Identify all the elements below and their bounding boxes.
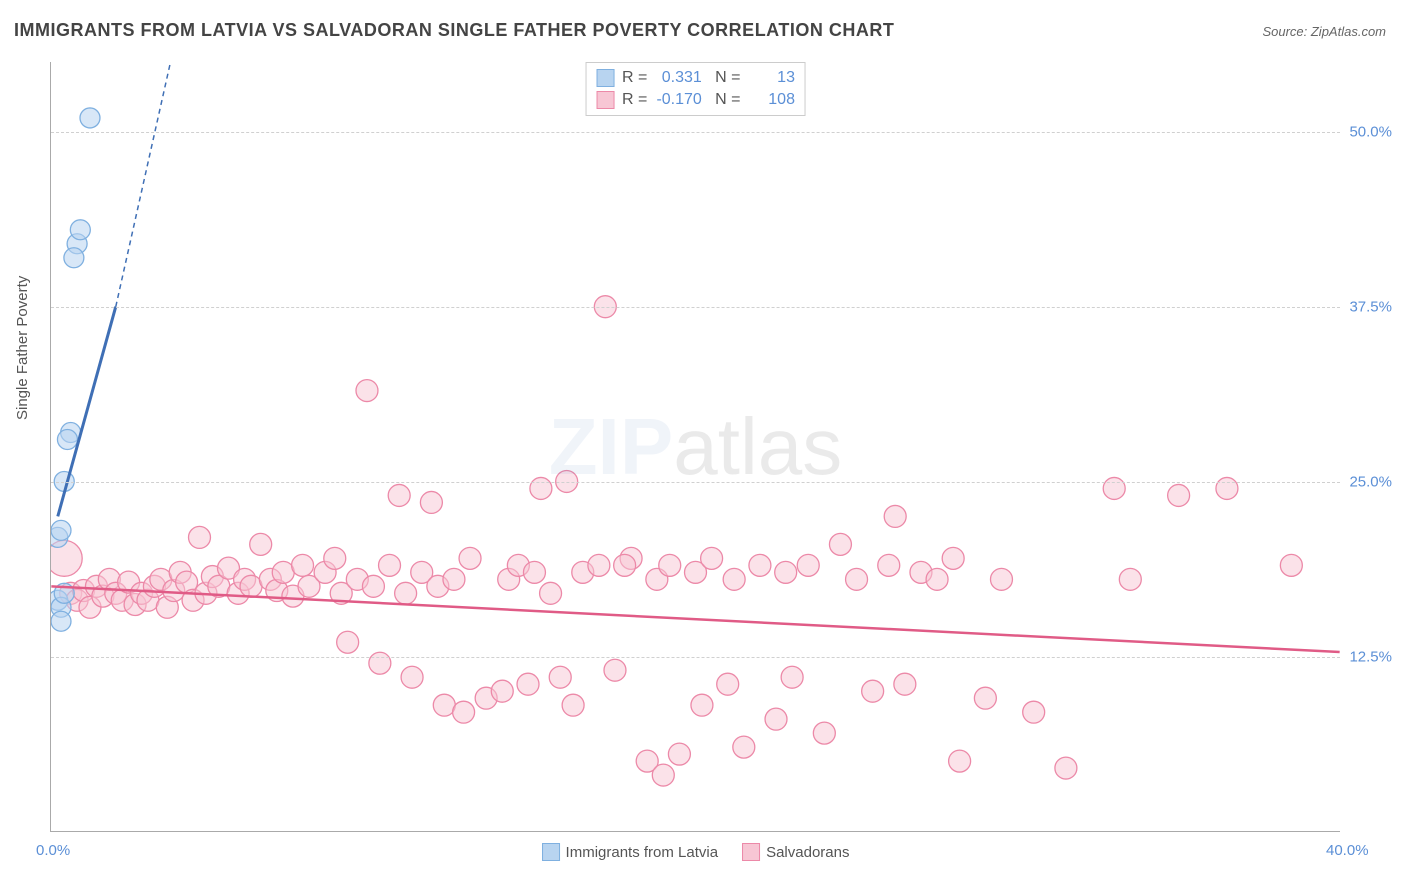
scatter-point xyxy=(562,694,584,716)
gridline xyxy=(51,307,1340,308)
scatter-point xyxy=(974,687,996,709)
scatter-point xyxy=(749,554,771,576)
scatter-point xyxy=(80,108,100,128)
scatter-point xyxy=(491,680,513,702)
x-tick-label: 40.0% xyxy=(1326,842,1369,859)
scatter-point xyxy=(433,694,455,716)
scatter-point xyxy=(668,743,690,765)
trend-line-dashed xyxy=(116,62,171,307)
scatter-point xyxy=(652,764,674,786)
legend-stats-row-salvadoran: R = -0.170 N = 108 xyxy=(596,89,795,111)
y-tick-label: 12.5% xyxy=(1349,649,1392,666)
scatter-point xyxy=(926,568,948,590)
bottom-legend-swatch-latvia xyxy=(542,843,560,861)
scatter-point xyxy=(949,750,971,772)
scatter-point xyxy=(614,554,636,576)
scatter-point xyxy=(540,582,562,604)
gridline xyxy=(51,132,1340,133)
scatter-point xyxy=(549,666,571,688)
chart-container: IMMIGRANTS FROM LATVIA VS SALVADORAN SIN… xyxy=(0,0,1406,892)
scatter-point xyxy=(395,582,417,604)
trend-line xyxy=(51,586,1339,652)
scatter-point xyxy=(723,568,745,590)
bottom-legend-item-latvia: Immigrants from Latvia xyxy=(542,843,719,861)
scatter-point xyxy=(1119,568,1141,590)
scatter-point xyxy=(459,547,481,569)
scatter-point xyxy=(659,554,681,576)
scatter-point xyxy=(64,248,84,268)
scatter-point xyxy=(453,701,475,723)
trend-line xyxy=(58,307,116,517)
scatter-point xyxy=(1103,477,1125,499)
scatter-point xyxy=(813,722,835,744)
scatter-point xyxy=(189,526,211,548)
scatter-point xyxy=(356,380,378,402)
scatter-point xyxy=(362,575,384,597)
scatter-point xyxy=(1168,484,1190,506)
scatter-point xyxy=(523,561,545,583)
bottom-legend-item-salvadoran: Salvadorans xyxy=(742,843,849,861)
x-tick-label: 0.0% xyxy=(36,842,70,859)
scatter-point xyxy=(1023,701,1045,723)
scatter-point xyxy=(691,694,713,716)
scatter-point xyxy=(250,533,272,555)
scatter-point xyxy=(443,568,465,590)
y-tick-label: 25.0% xyxy=(1349,474,1392,491)
bottom-legend-swatch-salvadoran xyxy=(742,843,760,861)
scatter-point xyxy=(829,533,851,555)
scatter-point xyxy=(884,505,906,527)
scatter-point xyxy=(797,554,819,576)
scatter-point xyxy=(530,477,552,499)
scatter-point xyxy=(701,547,723,569)
y-tick-label: 50.0% xyxy=(1349,124,1392,141)
scatter-point xyxy=(781,666,803,688)
y-axis-label: Single Father Poverty xyxy=(14,276,31,420)
scatter-point xyxy=(57,430,77,450)
scatter-point xyxy=(51,611,71,631)
scatter-point xyxy=(1280,554,1302,576)
plot-svg xyxy=(51,62,1340,831)
scatter-point xyxy=(604,659,626,681)
plot-area: ZIPatlas R = 0.331 N = 13 R = -0.170 xyxy=(50,62,1340,832)
scatter-point xyxy=(846,568,868,590)
scatter-point xyxy=(292,554,314,576)
bottom-legend: Immigrants from Latvia Salvadorans xyxy=(542,843,850,861)
legend-swatch-salvadoran xyxy=(596,91,614,109)
scatter-point xyxy=(70,220,90,240)
scatter-point xyxy=(369,652,391,674)
scatter-point xyxy=(388,484,410,506)
scatter-point xyxy=(420,491,442,513)
gridline xyxy=(51,482,1340,483)
chart-title: IMMIGRANTS FROM LATVIA VS SALVADORAN SIN… xyxy=(14,20,894,41)
legend-swatch-latvia xyxy=(596,69,614,87)
scatter-point xyxy=(337,631,359,653)
scatter-point xyxy=(240,575,262,597)
source-attribution: Source: ZipAtlas.com xyxy=(1262,24,1386,39)
scatter-point xyxy=(775,561,797,583)
scatter-point xyxy=(324,547,346,569)
legend-stats-row-latvia: R = 0.331 N = 13 xyxy=(596,67,795,89)
scatter-point xyxy=(51,520,71,540)
scatter-point xyxy=(765,708,787,730)
legend-stats-box: R = 0.331 N = 13 R = -0.170 N = 108 xyxy=(585,62,806,116)
scatter-point xyxy=(379,554,401,576)
scatter-point xyxy=(1055,757,1077,779)
y-tick-label: 37.5% xyxy=(1349,299,1392,316)
gridline xyxy=(51,657,1340,658)
scatter-point xyxy=(1216,477,1238,499)
scatter-point xyxy=(517,673,539,695)
scatter-point xyxy=(272,561,294,583)
scatter-point xyxy=(942,547,964,569)
scatter-point xyxy=(717,673,739,695)
scatter-point xyxy=(878,554,900,576)
scatter-point xyxy=(401,666,423,688)
scatter-point xyxy=(894,673,916,695)
scatter-point xyxy=(990,568,1012,590)
scatter-point xyxy=(588,554,610,576)
scatter-point xyxy=(862,680,884,702)
scatter-point xyxy=(733,736,755,758)
